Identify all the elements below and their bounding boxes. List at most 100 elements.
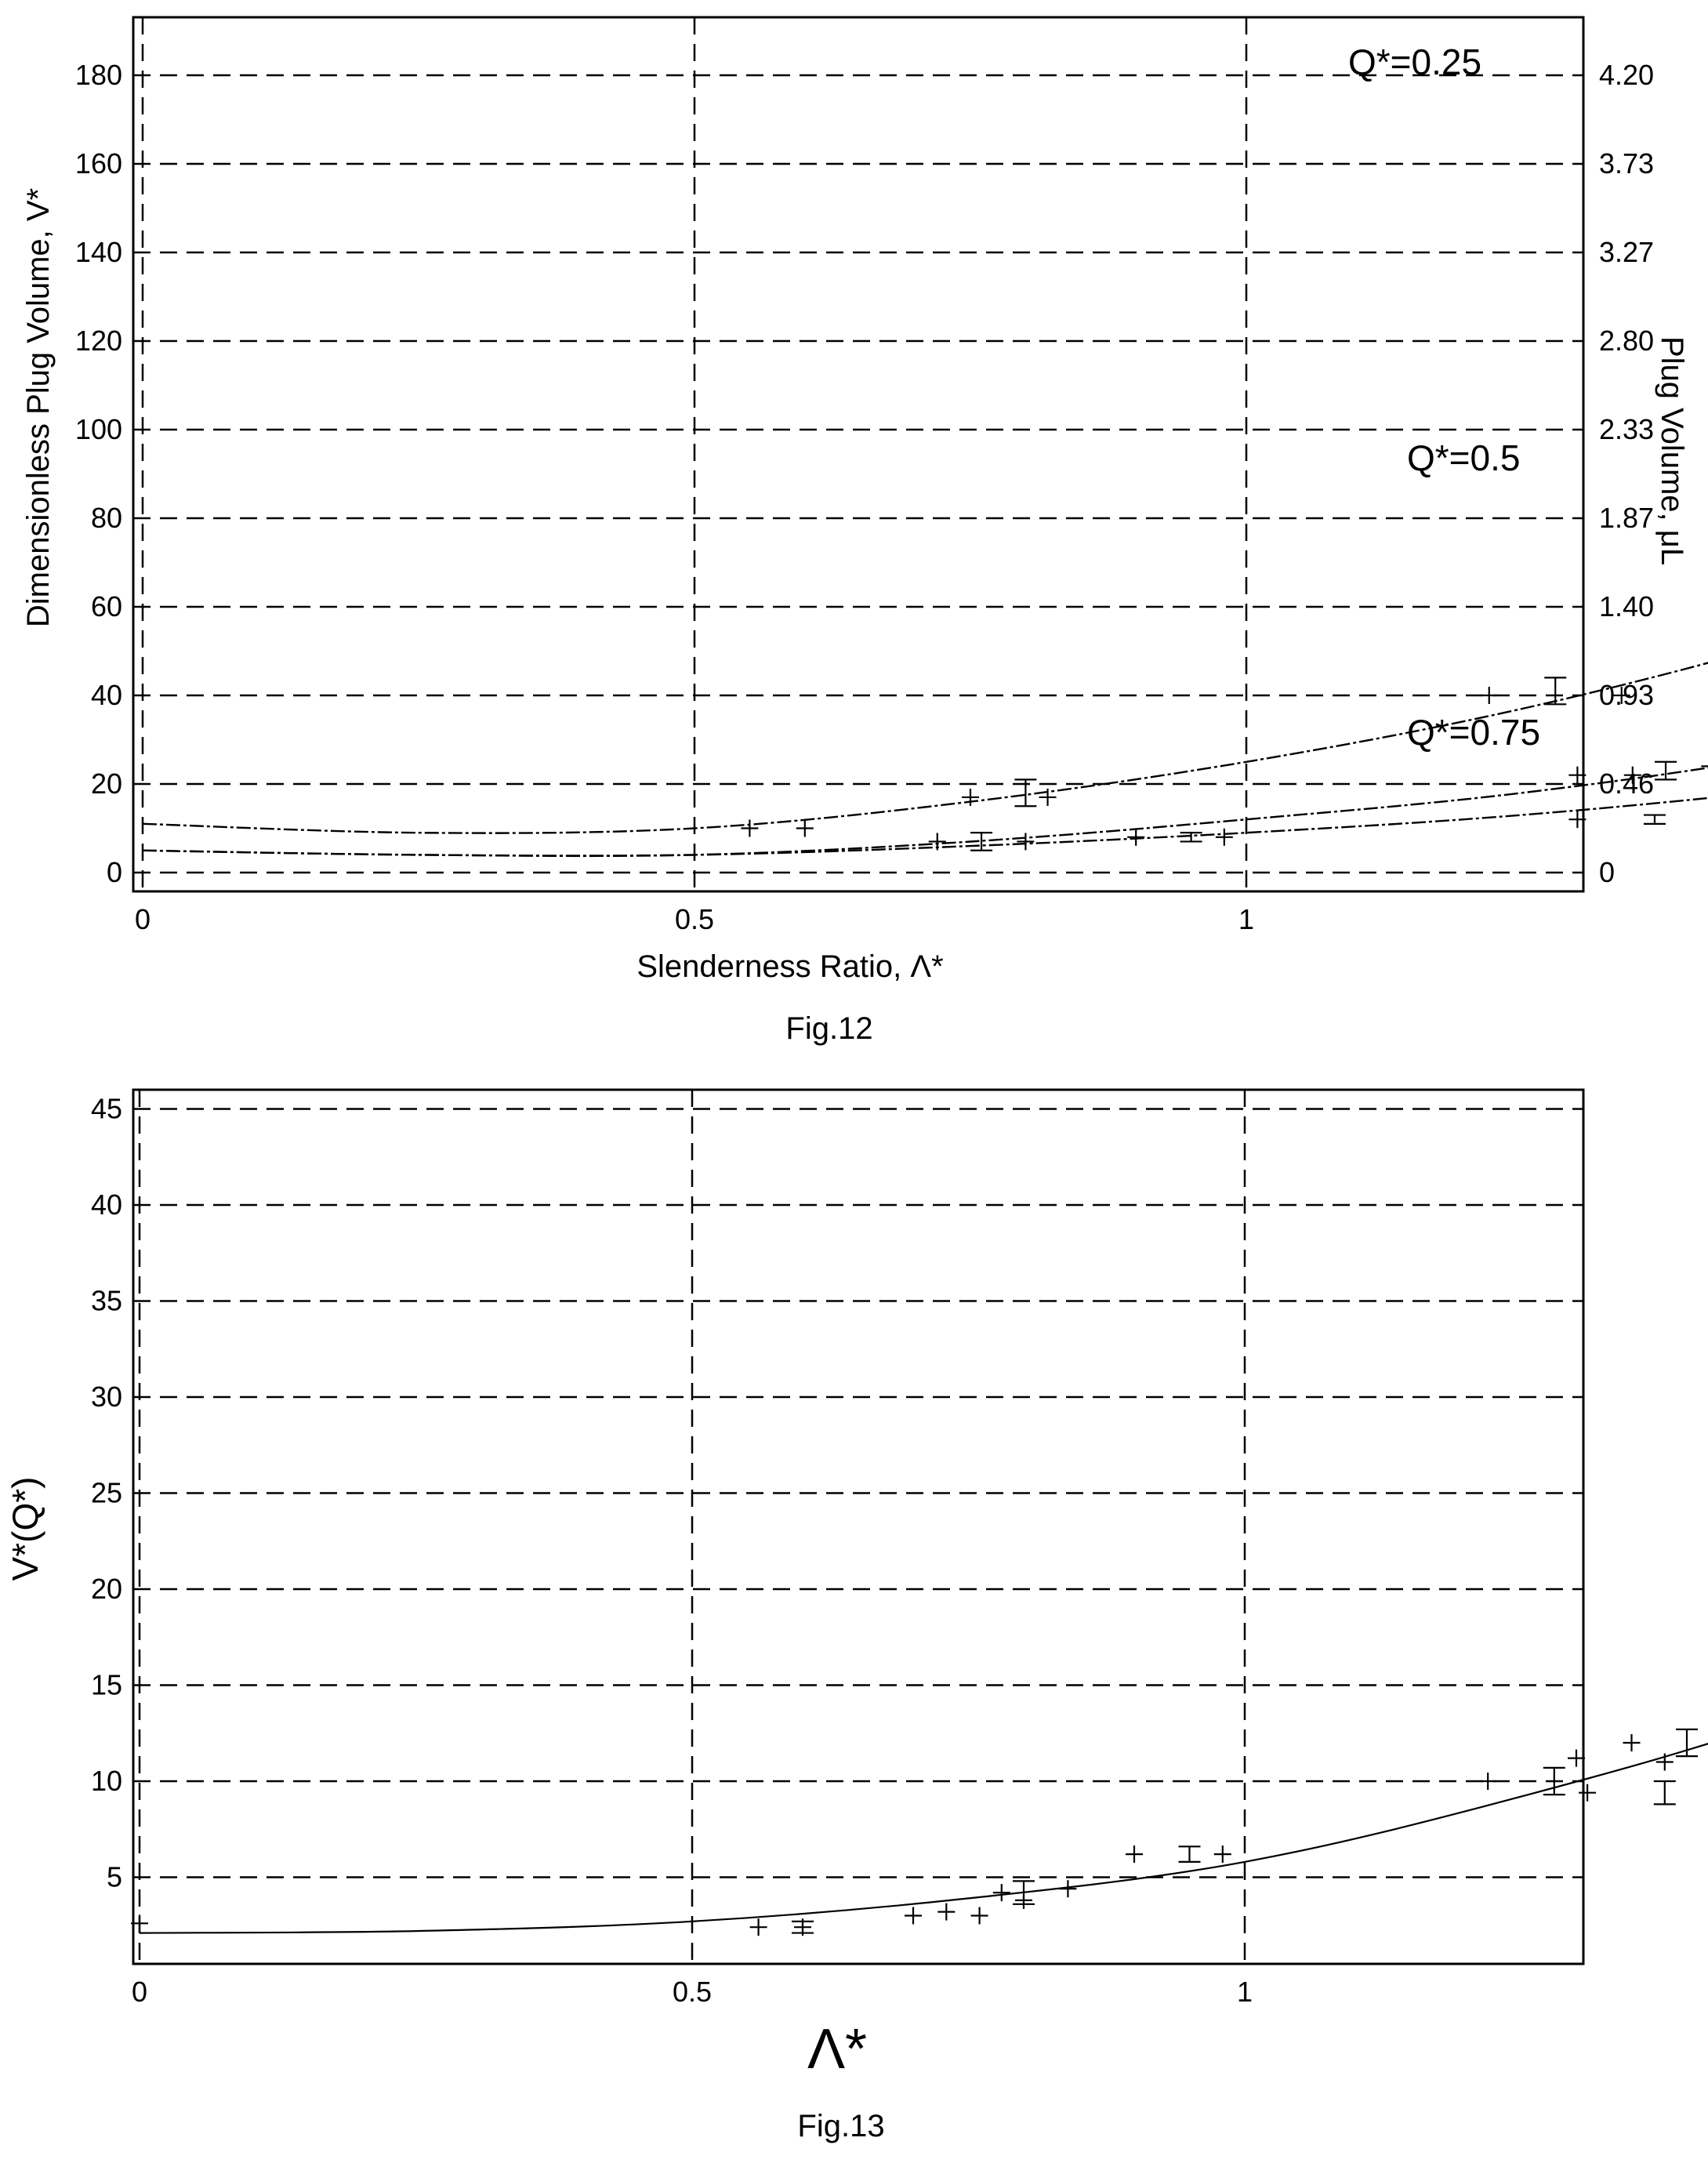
- data-point: [1215, 828, 1233, 846]
- error-bar: [792, 1920, 814, 1934]
- fit-curve-3: [142, 797, 1708, 857]
- error-bar: [1653, 1780, 1676, 1806]
- data-point: [1568, 811, 1587, 829]
- y-tick-label: 25: [91, 1477, 122, 1509]
- data-point: [962, 788, 979, 806]
- error-bar: [1643, 814, 1666, 825]
- y2-tick-label: 2.33: [1599, 413, 1654, 445]
- data-point: [928, 833, 946, 851]
- fig13-chart: 00.511.522.551015202530354045 Λ* V*(Q*) …: [5, 1088, 1708, 2143]
- fig13-tick-labels: 00.511.522.551015202530354045: [91, 1093, 1253, 2009]
- error-bar: [1544, 677, 1567, 706]
- y-tick-label: 30: [91, 1381, 122, 1413]
- fig12-caption: Fig.12: [785, 1011, 872, 1046]
- series-label: Q*=0.75: [1407, 712, 1540, 753]
- fig13-data-marks: [131, 1728, 1698, 1936]
- y-tick-label: 100: [75, 413, 122, 445]
- fit-curve-1: [139, 1743, 1708, 1934]
- fig12-y-axis-title: Dimensionless Plug Volume, V*: [21, 188, 56, 627]
- data-point: [1059, 1880, 1077, 1898]
- data-point: [749, 1918, 767, 1936]
- y-tick-label: 180: [75, 59, 122, 91]
- data-point: [131, 1914, 148, 1933]
- x-tick-label: 0: [135, 903, 150, 935]
- y-tick-label: 80: [91, 502, 122, 534]
- y-tick-label: 10: [91, 1765, 122, 1797]
- series-label: Q*=0.25: [1348, 42, 1481, 82]
- fig12-data-marks: [741, 677, 1708, 851]
- data-point: [796, 819, 814, 837]
- data-point: [1568, 1749, 1585, 1767]
- fig12-plot-frame: [132, 16, 1585, 893]
- y2-tick-label: 1.87: [1599, 502, 1654, 534]
- y-tick-label: 0: [107, 856, 122, 888]
- y2-tick-label: 2.80: [1599, 325, 1654, 357]
- data-point: [1480, 687, 1498, 704]
- series-label: Q*=0.5: [1407, 437, 1521, 478]
- fig12-grid: [133, 17, 1583, 891]
- fit-curve-2: [142, 767, 1708, 858]
- fit-curve-1: [142, 662, 1708, 834]
- error-bar: [1014, 778, 1037, 807]
- x-tick-label: 1: [1237, 1976, 1253, 2008]
- data-point: [937, 1903, 956, 1921]
- data-point: [1127, 828, 1145, 846]
- fig12-x-axis-title: Slenderness Ratio, Λ*: [636, 949, 943, 984]
- data-point: [1039, 788, 1057, 806]
- y2-tick-label: 4.20: [1599, 59, 1654, 91]
- error-bar: [1543, 1766, 1565, 1796]
- fig12-fit-curves: [142, 662, 1708, 858]
- data-point: [970, 1907, 988, 1925]
- error-bar: [1178, 1845, 1201, 1863]
- y2-tick-label: 0.46: [1599, 768, 1654, 800]
- data-point: [1579, 1784, 1597, 1802]
- data-point: [1479, 1773, 1497, 1790]
- data-point: [1701, 765, 1708, 768]
- data-point: [741, 819, 759, 837]
- x-tick-label: 0: [132, 1976, 147, 2008]
- y-tick-label: 15: [91, 1669, 122, 1701]
- data-point: [1568, 766, 1587, 784]
- error-bar: [1676, 1728, 1698, 1758]
- y-tick-label: 40: [91, 679, 122, 711]
- y2-tick-label: 3.73: [1599, 147, 1654, 180]
- y2-tick-label: 0: [1599, 856, 1615, 888]
- x-tick-label: 1: [1238, 903, 1254, 935]
- fig12-chart: 00.511.522.502040608010012014016018000.4…: [21, 16, 1708, 1046]
- fig13-caption: Fig.13: [797, 2109, 884, 2143]
- error-bar: [1180, 832, 1202, 843]
- y-tick-label: 35: [91, 1285, 122, 1317]
- error-bar: [1013, 1880, 1035, 1905]
- y-tick-label: 45: [91, 1093, 122, 1125]
- y-tick-label: 160: [75, 147, 122, 180]
- x-tick-label: 0.5: [675, 903, 714, 935]
- y2-tick-label: 3.27: [1599, 236, 1654, 268]
- data-point: [1017, 833, 1035, 851]
- fig12-tick-labels: 00.511.522.502040608010012014016018000.4…: [75, 59, 1654, 935]
- fig13-fit-curve: [139, 1743, 1708, 1934]
- fig13-grid: [133, 1090, 1583, 1964]
- y-tick-label: 140: [75, 236, 122, 268]
- data-point: [1213, 1845, 1231, 1864]
- data-point: [905, 1907, 922, 1925]
- fig12-annotations: Q*=0.25 Q*=0.5 Q*=0.75: [1348, 42, 1540, 753]
- y-tick-label: 20: [91, 768, 122, 800]
- y-tick-label: 5: [107, 1861, 122, 1893]
- y-tick-label: 40: [91, 1189, 122, 1221]
- y-tick-label: 120: [75, 325, 122, 357]
- y-tick-label: 20: [91, 1573, 122, 1605]
- error-bar: [1655, 760, 1677, 781]
- y2-tick-label: 1.40: [1599, 590, 1654, 622]
- fig13-x-axis-title: Λ*: [807, 2018, 867, 2081]
- y-tick-label: 60: [91, 590, 122, 622]
- data-point: [1612, 687, 1630, 704]
- data-point: [1655, 1753, 1674, 1771]
- error-bar: [970, 832, 993, 851]
- fig13-y-axis-title: V*(Q*): [5, 1477, 45, 1581]
- fig13-plot-frame: [132, 1088, 1585, 1965]
- fig12-y2-axis-title: Plug Volume, μL: [1655, 336, 1689, 565]
- x-tick-label: 0.5: [673, 1976, 712, 2008]
- data-point: [992, 1884, 1010, 1902]
- data-point: [1126, 1845, 1143, 1864]
